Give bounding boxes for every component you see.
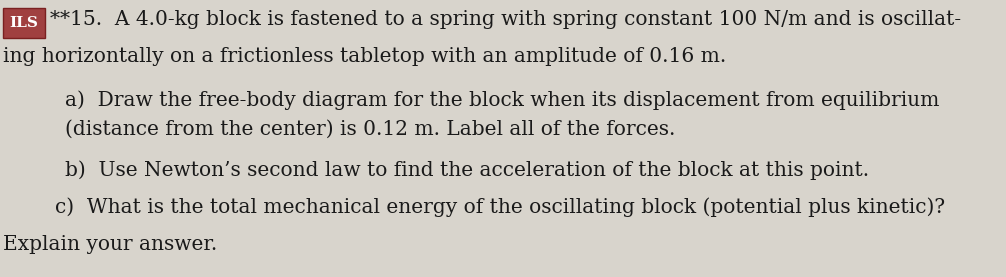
FancyBboxPatch shape [3,8,45,38]
Text: **15.  A 4.0-kg block is fastened to a spring with spring constant 100 N/m and i: **15. A 4.0-kg block is fastened to a sp… [50,10,961,29]
Text: c)  What is the total mechanical energy of the oscillating block (potential plus: c) What is the total mechanical energy o… [55,197,945,217]
Text: Explain your answer.: Explain your answer. [3,235,217,254]
Text: (distance from the center) is 0.12 m. Label all of the forces.: (distance from the center) is 0.12 m. La… [65,120,675,139]
Text: ILS: ILS [10,16,38,30]
Text: a)  Draw the free-body diagram for the block when its displacement from equilibr: a) Draw the free-body diagram for the bl… [65,90,940,110]
Text: b)  Use Newton’s second law to find the acceleration of the block at this point.: b) Use Newton’s second law to find the a… [65,160,869,180]
Text: ing horizontally on a frictionless tabletop with an amplitude of 0.16 m.: ing horizontally on a frictionless table… [3,47,726,66]
